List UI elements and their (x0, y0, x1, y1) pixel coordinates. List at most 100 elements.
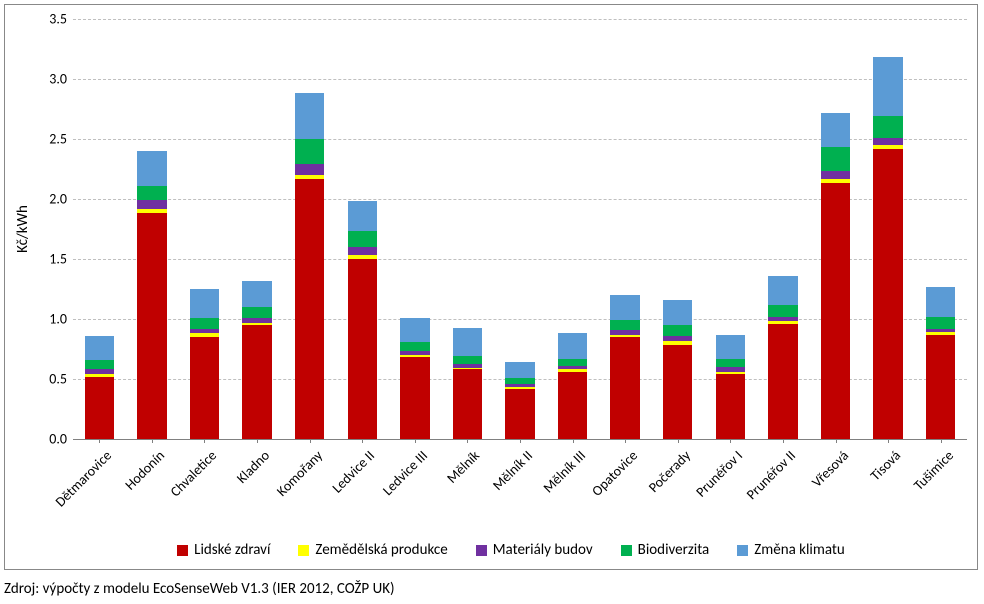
legend-swatch (476, 545, 487, 556)
bar-segment (348, 201, 377, 231)
bar-segment (821, 171, 850, 178)
bar-segment (610, 337, 639, 439)
x-tick-mark (520, 439, 521, 443)
bar-segment (873, 57, 902, 116)
bar (85, 336, 114, 439)
bar-segment (926, 287, 955, 317)
x-tick-mark (783, 439, 784, 443)
x-tick-mark (678, 439, 679, 443)
bar (348, 201, 377, 439)
legend-swatch (177, 545, 188, 556)
bar-segment (348, 259, 377, 439)
bar-segment (873, 138, 902, 145)
x-tick-mark (467, 439, 468, 443)
x-tick-mark (415, 439, 416, 443)
x-tick-mark (362, 439, 363, 443)
x-tick-mark (152, 439, 153, 443)
legend-item: Lidské zdraví (177, 541, 270, 559)
bar-segment (453, 328, 482, 356)
legend-item: Zemědělská produkce (298, 541, 447, 559)
bar (242, 281, 271, 439)
bar-segment (242, 307, 271, 318)
bar-segment (821, 183, 850, 439)
bar-segment (295, 139, 324, 164)
bar-segment (768, 276, 797, 305)
bar-segment (190, 337, 219, 439)
legend-swatch (737, 545, 748, 556)
bar-segment (453, 369, 482, 439)
legend: Lidské zdraví Zemědělská produkce Materi… (57, 541, 965, 559)
bar-segment (768, 305, 797, 317)
bar-segment (85, 377, 114, 439)
y-tick-label: 1.0 (29, 311, 67, 328)
bar-segment (663, 325, 692, 336)
bar-segment (821, 113, 850, 148)
bar (821, 113, 850, 439)
bar-segment (610, 320, 639, 330)
bar-segment (85, 360, 114, 370)
bar (558, 333, 587, 439)
legend-swatch (298, 545, 309, 556)
x-tick-mark (573, 439, 574, 443)
source-line: Zdroj: výpočty z modelu EcoSenseWeb V1.3… (4, 580, 395, 598)
bar (768, 276, 797, 439)
y-axis-label: Kč/kWh (14, 205, 32, 253)
legend-label: Lidské zdraví (194, 541, 270, 559)
bar-segment (137, 213, 166, 439)
bar-segment (453, 356, 482, 364)
bar-segment (558, 333, 587, 358)
bar (190, 289, 219, 439)
y-tick-label: 3.5 (29, 11, 67, 28)
bar-segment (716, 359, 745, 367)
bar-segment (137, 186, 166, 200)
bar-segment (663, 300, 692, 325)
bar-segment (505, 362, 534, 378)
y-tick-label: 0.0 (29, 431, 67, 448)
bar-segment (926, 317, 955, 329)
legend-item: Materiály budov (476, 541, 593, 559)
bar (926, 287, 955, 439)
bar-segment (873, 116, 902, 138)
bar (505, 362, 534, 439)
y-tick-label: 0.5 (29, 371, 67, 388)
legend-item: Změna klimatu (737, 541, 845, 559)
bar (400, 318, 429, 439)
bar-segment (400, 342, 429, 352)
y-tick-label: 1.5 (29, 251, 67, 268)
y-tick-label: 2.5 (29, 131, 67, 148)
legend-label: Zemědělská produkce (315, 541, 447, 559)
bar-segment (558, 372, 587, 439)
x-tick-mark (204, 439, 205, 443)
bar (610, 295, 639, 439)
bar-segment (400, 318, 429, 342)
bar (295, 93, 324, 439)
bar-segment (137, 151, 166, 186)
bar-segment (137, 200, 166, 208)
x-tick-mark (625, 439, 626, 443)
bar-segment (242, 281, 271, 307)
bar-segment (190, 289, 219, 318)
chart-frame: Kč/kWh 0.00.51.01.52.02.53.03.5 Lidské z… (4, 4, 978, 570)
x-tick-mark (836, 439, 837, 443)
bar-segment (295, 93, 324, 139)
x-tick-mark (730, 439, 731, 443)
bar-segment (400, 357, 429, 439)
x-tick-mark (99, 439, 100, 443)
bar-segment (716, 374, 745, 439)
bar-segment (190, 318, 219, 329)
bar-segment (295, 179, 324, 439)
bar-segment (348, 247, 377, 255)
legend-item: Biodiverzita (621, 541, 710, 559)
bar-segment (821, 147, 850, 171)
bar-segment (610, 295, 639, 320)
bar-segment (85, 336, 114, 360)
x-tick-mark (257, 439, 258, 443)
bar (137, 151, 166, 439)
bar-segment (242, 325, 271, 439)
legend-label: Materiály budov (493, 541, 593, 559)
bar-segment (558, 359, 587, 366)
bar-segment (716, 335, 745, 359)
bar-segment (663, 345, 692, 439)
legend-label: Biodiverzita (638, 541, 710, 559)
y-tick-label: 2.0 (29, 191, 67, 208)
